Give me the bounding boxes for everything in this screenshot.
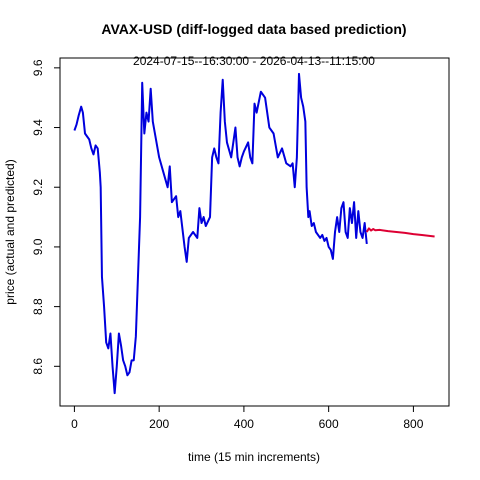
price-line: [73, 72, 368, 395]
x-tick-label: 0: [71, 417, 78, 431]
y-axis-label: price (actual and predicted): [3, 159, 17, 304]
plot-frame: [59, 57, 450, 407]
chart-subtitle: 2024-07-15--16:30:00 - 2026-04-13--11:15…: [133, 54, 375, 68]
x-axis-label: time (15 min increments): [188, 450, 320, 464]
x-tick-label: 800: [403, 417, 423, 431]
x-tick-label: 200: [149, 417, 169, 431]
x-tick-label: 600: [319, 417, 339, 431]
y-tick-label: 9.6: [31, 59, 45, 76]
x-tick-label: 400: [234, 417, 254, 431]
y-tick-label: 8.6: [31, 358, 45, 375]
y-tick-label: 9.2: [31, 179, 45, 196]
chart-title: AVAX-USD (diff-logged data based predict…: [101, 21, 406, 37]
y-tick-label: 8.8: [31, 298, 45, 315]
y-tick-label: 9.0: [31, 238, 45, 255]
y-tick-label: 9.4: [31, 119, 45, 136]
price-line: [365, 227, 435, 238]
